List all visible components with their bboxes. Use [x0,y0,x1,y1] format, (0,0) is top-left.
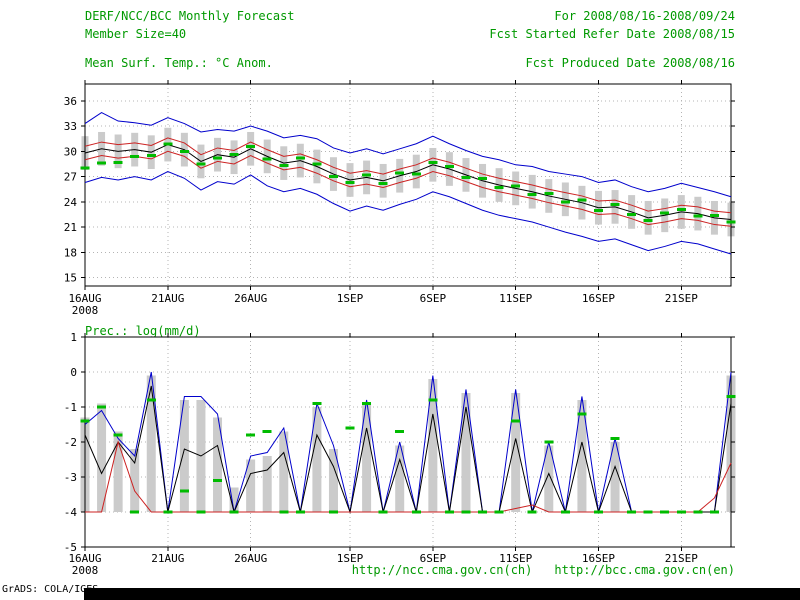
svg-text:21AUG: 21AUG [151,552,184,565]
svg-text:2008: 2008 [72,304,99,317]
svg-text:16AUG: 16AUG [68,292,101,305]
svg-text:2008: 2008 [72,564,99,577]
svg-text:26AUG: 26AUG [234,552,267,565]
ncc-url: http://ncc.cma.gov.cn(ch) [351,563,533,577]
svg-text:26AUG: 26AUG [234,292,267,305]
obs-dashes [80,395,736,514]
svg-text:6SEP: 6SEP [420,552,447,565]
forecast-title: DERF/NCC/BCC Monthly Forecast [85,9,295,23]
svg-text:33: 33 [64,120,77,133]
series-quartile-upper [84,137,732,214]
gridlines [84,84,731,286]
svg-text:1SEP: 1SEP [337,292,364,305]
svg-text:-3: -3 [64,471,77,484]
svg-text:21SEP: 21SEP [665,552,698,565]
series-control-run [85,440,732,513]
spread-bars [80,375,736,512]
svg-text:16AUG: 16AUG [68,552,101,565]
grads-credit: GrADS: COLA/IGES [2,584,99,595]
svg-text:16SEP: 16SEP [582,552,615,565]
refer-date: Fcst Started Refer Date 2008/08/15 [489,27,735,41]
svg-text:21: 21 [64,221,77,234]
series-envelope-max [84,112,732,198]
svg-text:21AUG: 21AUG [151,292,184,305]
svg-text:30: 30 [64,145,77,158]
series-quartile-lower [84,150,732,227]
svg-text:21SEP: 21SEP [665,292,698,305]
svg-text:-2: -2 [64,436,77,449]
produced-date: Fcst Produced Date 2008/08/16 [525,56,735,70]
obs-dashes [80,142,736,224]
svg-text:-5: -5 [64,541,77,554]
svg-text:18: 18 [64,246,77,259]
svg-text:-4: -4 [64,506,78,519]
svg-text:27: 27 [64,171,77,184]
svg-text:-1: -1 [64,401,77,414]
member-size: Member Size=40 [85,27,187,41]
svg-text:0: 0 [70,366,77,379]
svg-text:1SEP: 1SEP [337,552,364,565]
svg-text:36: 36 [64,95,77,108]
svg-text:6SEP: 6SEP [420,292,447,305]
series-ensemble-mean [84,385,732,514]
series-envelope-min [84,170,732,255]
series-envelope-max [84,371,732,513]
temp-chart-title: Mean Surf. Temp.: °C Anom. [85,56,273,70]
svg-text:15: 15 [64,272,77,285]
svg-text:1: 1 [70,331,77,344]
bottom-bar [84,588,800,600]
svg-text:24: 24 [64,196,78,209]
svg-text:11SEP: 11SEP [499,552,532,565]
forecast-period: For 2008/08/16-2008/09/24 [554,9,735,23]
prec-chart-title: Prec.: log(mm/d) [85,324,201,338]
footer-urls: http://ncc.cma.gov.cn(ch) http://bcc.cma… [352,563,735,577]
series-ensemble-mean [84,144,732,221]
svg-text:11SEP: 11SEP [499,292,532,305]
svg-text:16SEP: 16SEP [582,292,615,305]
bcc-url: http://bcc.cma.gov.cn(en) [554,563,735,577]
